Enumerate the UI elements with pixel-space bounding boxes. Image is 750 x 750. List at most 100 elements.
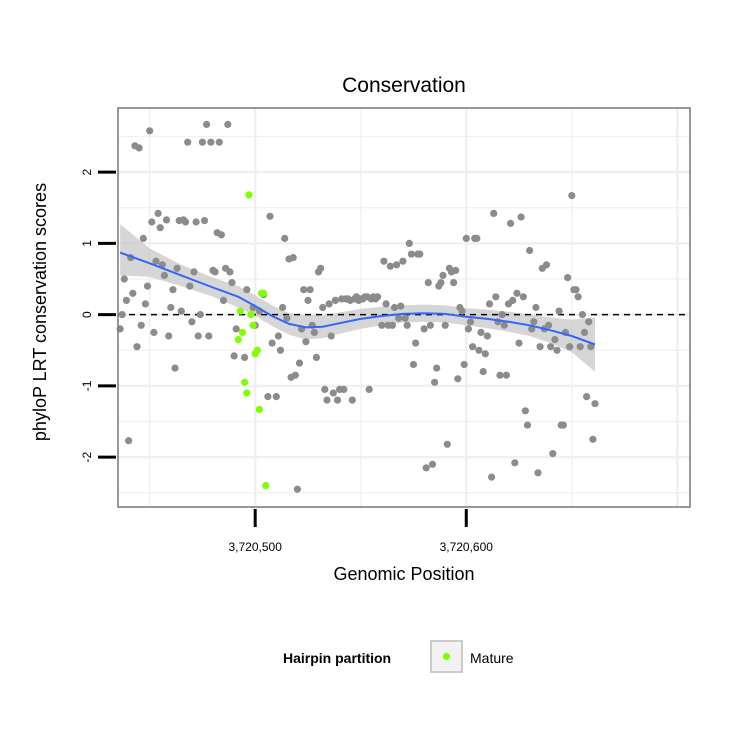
point-other — [526, 246, 534, 255]
point-other — [511, 459, 519, 467]
point-other — [241, 353, 249, 361]
point-other — [306, 286, 314, 294]
y-axis-title: phyloP LRT conservation scores — [30, 183, 50, 441]
point-other — [572, 286, 580, 294]
point-other — [148, 218, 156, 226]
point-other — [219, 296, 228, 304]
point-other — [143, 282, 152, 290]
point-other — [564, 274, 572, 282]
point-other — [135, 144, 143, 152]
point-other — [502, 371, 510, 379]
point-other — [340, 385, 348, 393]
point-other — [203, 120, 211, 128]
point-other — [416, 250, 424, 258]
point-other — [580, 328, 589, 336]
point-other — [490, 209, 498, 217]
point-other — [333, 396, 342, 404]
point-other — [401, 314, 409, 322]
legend: Hairpin partition Mature — [283, 640, 514, 673]
point-other — [228, 279, 236, 287]
point-other — [433, 364, 441, 372]
point-other — [422, 464, 430, 472]
point-other — [317, 264, 325, 272]
point-other — [207, 138, 215, 146]
point-other — [198, 138, 206, 146]
point-other — [405, 239, 413, 247]
point-other — [454, 375, 462, 383]
point-other — [382, 300, 390, 308]
point-other — [211, 268, 219, 276]
point-other — [165, 332, 173, 340]
point-other — [169, 286, 177, 294]
point-other — [348, 396, 356, 404]
point-other — [321, 385, 329, 393]
point-other — [378, 321, 386, 329]
point-other — [469, 343, 477, 351]
point-other — [310, 328, 318, 336]
legend-title: Hairpin partition — [283, 650, 391, 666]
point-other — [498, 311, 506, 319]
point-other — [466, 318, 475, 326]
point-other — [420, 325, 428, 333]
point-other — [589, 435, 597, 443]
point-other — [266, 212, 274, 220]
point-other — [583, 393, 591, 401]
point-other — [186, 282, 194, 290]
point-other — [475, 346, 483, 354]
point-other — [295, 359, 304, 367]
point-other — [576, 343, 584, 351]
point-other — [190, 268, 198, 276]
point-other — [551, 336, 559, 344]
point-other — [188, 318, 196, 326]
point-other — [160, 271, 168, 279]
x-tick-label: 3,720,500 — [229, 540, 283, 554]
point-other — [388, 321, 396, 329]
point-other — [545, 321, 553, 329]
point-mature — [245, 191, 253, 199]
point-other — [302, 338, 310, 346]
point-other — [437, 279, 445, 287]
point-other — [264, 393, 272, 401]
point-other — [118, 311, 126, 319]
point-other — [167, 303, 175, 312]
point-other — [568, 192, 576, 200]
point-other — [300, 286, 308, 294]
point-other — [485, 300, 494, 308]
point-other — [532, 303, 540, 312]
point-other — [152, 257, 160, 265]
point-other — [194, 332, 202, 340]
point-other — [530, 318, 538, 326]
point-mature — [247, 311, 255, 319]
point-mature — [262, 482, 270, 490]
point-other — [217, 231, 225, 239]
point-other — [536, 343, 544, 351]
point-other — [173, 264, 181, 272]
smooth-line — [119, 251, 596, 346]
point-other — [547, 343, 555, 351]
point-other — [146, 127, 154, 135]
point-other — [274, 332, 282, 340]
point-other — [397, 302, 405, 310]
point-mature — [249, 321, 257, 329]
point-other — [523, 421, 532, 429]
point-other — [578, 311, 587, 319]
point-other — [268, 339, 276, 347]
point-other — [566, 343, 574, 351]
point-other — [380, 257, 388, 265]
point-other — [205, 332, 213, 340]
point-other — [542, 261, 551, 269]
point-other — [500, 321, 508, 329]
point-other — [407, 250, 415, 258]
point-other — [519, 293, 527, 301]
point-other — [553, 346, 561, 354]
point-other — [481, 350, 489, 358]
smooth-line-path — [119, 251, 596, 346]
point-other — [409, 360, 418, 369]
point-other — [177, 307, 185, 315]
legend-label-mature: Mature — [470, 650, 514, 666]
point-mature — [243, 389, 251, 397]
point-other — [450, 279, 458, 287]
point-other — [196, 311, 204, 319]
y-tick-label: -2 — [80, 451, 94, 462]
